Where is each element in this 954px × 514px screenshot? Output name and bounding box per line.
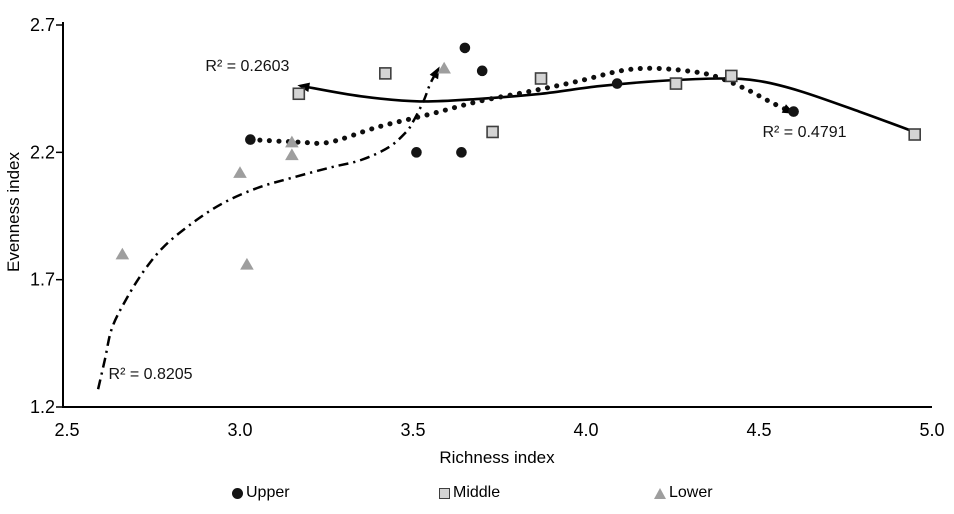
legend-item-upper: Upper (232, 483, 290, 503)
point-upper (476, 65, 488, 77)
square-marker-icon (439, 487, 450, 499)
point-lower (240, 257, 254, 270)
r2-annotation-upper: R² = 0.4791 (762, 124, 847, 142)
legend-label-middle: Middle (453, 484, 501, 501)
svg-text:3.5: 3.5 (400, 420, 425, 440)
legend-item-lower: Lower (654, 483, 713, 503)
x-axis-title: Richness index (439, 448, 555, 467)
svg-text:5.0: 5.0 (919, 420, 944, 440)
trendline-upper (247, 65, 793, 146)
svg-text:3.0: 3.0 (227, 420, 252, 440)
point-upper (456, 147, 467, 158)
point-lower (437, 61, 451, 74)
legend-label-upper: Upper (246, 484, 290, 501)
triangle-marker-icon (654, 487, 666, 499)
point-upper (459, 42, 471, 54)
point-lower (285, 148, 299, 161)
svg-text:1.2: 1.2 (30, 397, 55, 417)
point-lower (115, 247, 130, 260)
legend-label-lower: Lower (669, 484, 713, 501)
point-middle (486, 125, 499, 139)
svg-text:2.7: 2.7 (30, 15, 55, 35)
point-upper (411, 147, 422, 158)
trendline-lower (96, 70, 439, 390)
point-middle (379, 67, 392, 80)
point-middle (669, 77, 683, 90)
point-middle (534, 72, 548, 85)
svg-text:2.5: 2.5 (54, 420, 79, 440)
y-axis-title: Evenness index (4, 151, 23, 273)
point-middle (292, 87, 306, 101)
point-lower (233, 166, 247, 178)
svg-text:4.0: 4.0 (573, 420, 598, 440)
svg-text:2.2: 2.2 (30, 142, 55, 162)
legend-item-middle: Middle (439, 483, 500, 503)
point-lower (285, 135, 299, 148)
trendline-middle (302, 77, 916, 134)
svg-text:4.5: 4.5 (746, 420, 771, 440)
circle-marker-icon (232, 487, 243, 499)
r2-annotation-lower: R² = 0.8205 (108, 366, 193, 384)
point-middle (908, 128, 922, 141)
point-upper (245, 134, 256, 145)
svg-text:1.7: 1.7 (30, 270, 55, 290)
point-upper (611, 78, 623, 89)
r2-annotation-middle: R² = 0.2603 (205, 58, 290, 76)
point-upper (788, 106, 799, 117)
point-middle (725, 69, 738, 83)
